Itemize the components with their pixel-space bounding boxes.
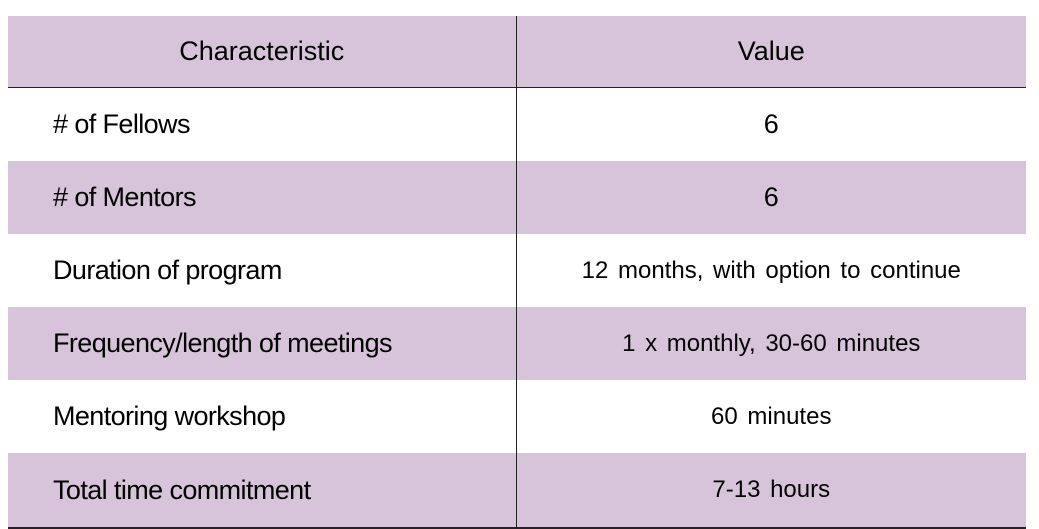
- row-characteristic: # of Mentors: [8, 161, 517, 234]
- row-value: 7-13 hours: [516, 453, 1026, 529]
- row-value: 1 x monthly, 30-60 minutes: [516, 307, 1026, 380]
- table-row: # of Fellows 6: [8, 87, 1026, 161]
- row-characteristic: Total time commitment: [8, 453, 517, 529]
- table-row: Mentoring workshop 60 minutes: [8, 380, 1026, 453]
- header-characteristic: Characteristic: [8, 16, 517, 88]
- table-header-row: Characteristic Value: [8, 16, 1026, 88]
- row-value: 60 minutes: [516, 380, 1026, 453]
- row-value: 6: [516, 87, 1026, 161]
- table-row: Duration of program 12 months, with opti…: [8, 234, 1026, 307]
- table-row: Frequency/length of meetings 1 x monthly…: [8, 307, 1026, 380]
- row-characteristic: Frequency/length of meetings: [8, 307, 517, 380]
- table-row: Total time commitment 7-13 hours: [8, 453, 1026, 529]
- row-characteristic: Mentoring workshop: [8, 380, 517, 453]
- row-value: 12 months, with option to continue: [516, 234, 1026, 307]
- header-value: Value: [516, 16, 1026, 88]
- mentoring-program-table: Characteristic Value # of Fellows 6 # of…: [8, 16, 1026, 529]
- mentoring-program-table-container: Characteristic Value # of Fellows 6 # of…: [8, 16, 1026, 529]
- row-characteristic: # of Fellows: [8, 87, 517, 161]
- row-characteristic: Duration of program: [8, 234, 517, 307]
- table-row: # of Mentors 6: [8, 161, 1026, 234]
- row-value: 6: [516, 161, 1026, 234]
